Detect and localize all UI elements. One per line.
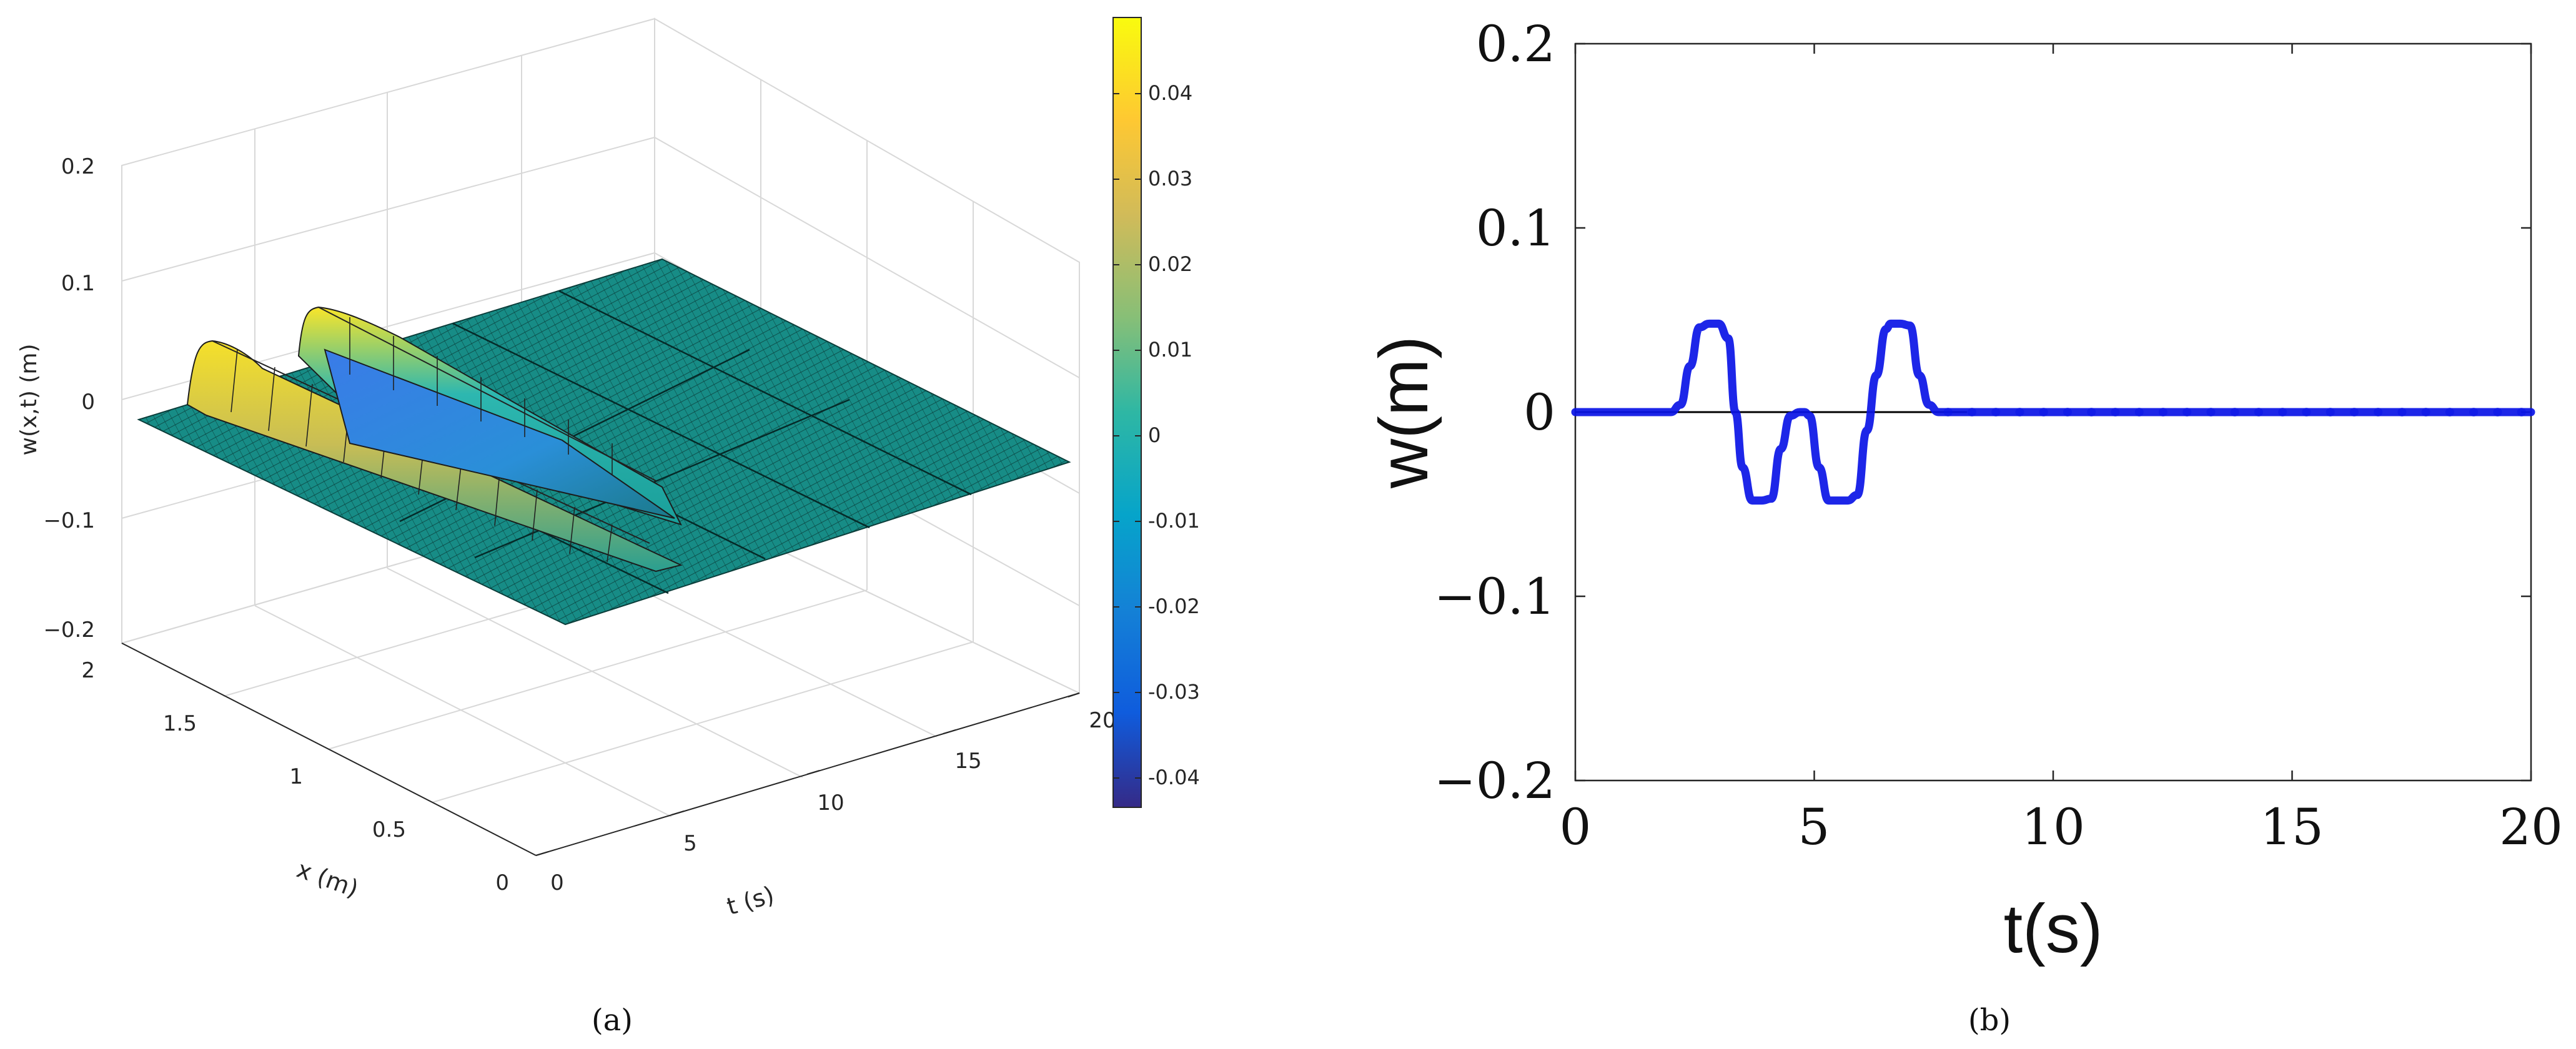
- x-axis-line: [121, 643, 537, 856]
- series-point: [2397, 408, 2407, 416]
- z-axis-label: w(x,t) (m): [16, 344, 42, 456]
- colorbar-ticks: 0.04 0.03 0.02 0.01 0 -0.01 -0.02 -0.03 …: [1148, 81, 1200, 789]
- x-tick: 0: [495, 870, 509, 895]
- x-tick: 2: [81, 658, 95, 683]
- series-point: [1967, 408, 1976, 416]
- x-tick: 20: [2499, 798, 2563, 856]
- colorbar-tick: -0.03: [1148, 680, 1200, 704]
- line-plot-panel: 0.2 0.1 0 −0.1 −0.2 0 5 10 15 20 w(m) t(…: [1365, 15, 2563, 1038]
- t-tick: 10: [817, 790, 844, 815]
- colorbar: 0.04 0.03 0.02 0.01 0 -0.01 -0.02 -0.03 …: [1112, 17, 1200, 808]
- z-tick: 0: [81, 390, 95, 415]
- series-point: [2445, 408, 2454, 416]
- series-point: [2278, 408, 2287, 416]
- caption-b: (b): [1968, 1003, 2011, 1038]
- series-point: [2374, 408, 2383, 416]
- y-tick: −0.1: [1434, 568, 1555, 626]
- x-tick: 0.5: [372, 817, 406, 842]
- x-tick: 0: [1560, 798, 1592, 856]
- t-tick: 15: [954, 749, 981, 774]
- series-point: [1991, 408, 2001, 416]
- series-point: [2421, 408, 2430, 416]
- x-tick: 1: [289, 764, 303, 789]
- y-tick: −0.2: [1434, 752, 1555, 810]
- series-point: [2063, 408, 2072, 416]
- series-point: [2206, 408, 2216, 416]
- x-axis-ticks: 2 1.5 1 0.5 0: [81, 658, 509, 895]
- x-axis-ticks: 0 5 10 15 20: [1560, 798, 2563, 856]
- surface-mesh-lines: [243, 290, 972, 594]
- series-point: [2254, 408, 2263, 416]
- colorbar-gradient: [1112, 17, 1142, 808]
- z-tick: 0.1: [61, 271, 95, 296]
- x-tick: 10: [2021, 798, 2085, 856]
- t-tick: 5: [683, 831, 697, 856]
- series-markers: [1943, 408, 2526, 416]
- series-point: [2469, 408, 2479, 416]
- colorbar-tick: -0.04: [1148, 766, 1200, 789]
- series-point: [2349, 408, 2359, 416]
- x-axis-label: t(s): [2004, 890, 2103, 967]
- surface-ridge-2: [297, 306, 682, 526]
- series-point: [2087, 408, 2096, 416]
- surface-plot-panel: 0.2 0.1 0 −0.1 −0.2 w(x,t) (m) 2 1.5 1 0…: [16, 17, 1200, 1038]
- colorbar-tick: 0.02: [1148, 252, 1192, 276]
- y-axis-label: w(m): [1365, 336, 1442, 489]
- x-tick: 1.5: [163, 711, 197, 736]
- series-point: [2015, 408, 2024, 416]
- series-point: [2302, 408, 2311, 416]
- series-point: [2158, 408, 2167, 416]
- colorbar-tick: 0.04: [1148, 81, 1192, 105]
- colorbar-tick: 0.03: [1148, 167, 1192, 190]
- series-point: [1943, 408, 1953, 416]
- colorbar-tick: -0.01: [1148, 509, 1200, 533]
- colorbar-tick: 0: [1148, 423, 1161, 447]
- caption-a: (a): [592, 1003, 633, 1038]
- series-line: [1571, 319, 2535, 505]
- series-point: [2111, 408, 2120, 416]
- z-tick: −0.2: [43, 618, 95, 643]
- x-axis-label: x (m): [293, 855, 362, 903]
- y-tick: 0: [1523, 383, 1555, 441]
- colorbar-tick: 0.01: [1148, 338, 1192, 362]
- series-point: [2493, 408, 2502, 416]
- t-axis-ticks: 0 5 10 15 20: [550, 708, 1116, 895]
- colorbar-tick: -0.02: [1148, 594, 1200, 618]
- x-tick: 15: [2260, 798, 2324, 856]
- series-point: [2326, 408, 2335, 416]
- series-point: [2517, 408, 2526, 416]
- series-point: [2134, 408, 2144, 416]
- z-axis-ticks: 0.2 0.1 0 −0.1 −0.2: [43, 154, 95, 643]
- t-axis-label: t (s): [724, 881, 778, 920]
- series-point: [2230, 408, 2239, 416]
- t-tick: 20: [1089, 708, 1116, 733]
- t-tick: 0: [550, 870, 564, 895]
- z-tick: 0.2: [61, 154, 95, 179]
- series-point: [2182, 408, 2192, 416]
- y-tick: 0.2: [1476, 15, 1555, 73]
- y-axis-ticks: 0.2 0.1 0 −0.1 −0.2: [1434, 15, 1555, 810]
- x-tick: 5: [1798, 798, 1830, 856]
- z-tick: −0.1: [43, 508, 95, 533]
- y-tick: 0.1: [1476, 199, 1555, 257]
- series-point: [2039, 408, 2048, 416]
